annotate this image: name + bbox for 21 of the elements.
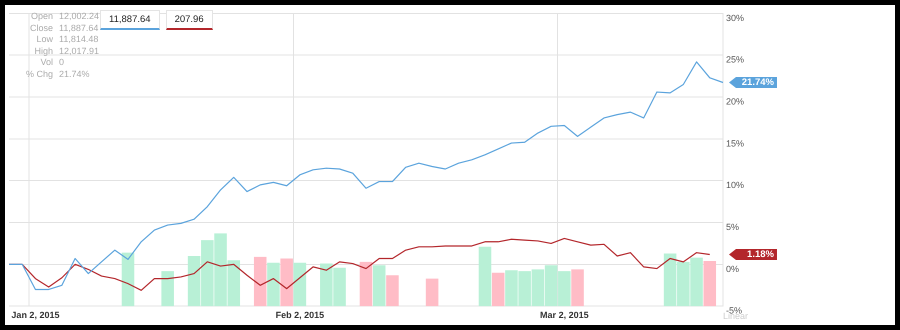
y-tick-label: 0% xyxy=(726,264,739,274)
annotation: % Chg 21.74% xyxy=(24,68,90,80)
annotation: Low 11,814.48 xyxy=(35,34,98,46)
text: Linear xyxy=(723,311,748,321)
y-tick-label: 20% xyxy=(726,96,744,107)
annotation: Vol 0 xyxy=(39,57,64,68)
x-tick-label: Mar 2, 2015 xyxy=(540,310,589,320)
x-tick-label: Jan 2, 2015 xyxy=(11,310,60,320)
y-tick-label: 30% xyxy=(726,12,744,23)
y-tick-label: 10% xyxy=(726,180,744,190)
annotation: High 12,017.91 xyxy=(33,46,100,57)
text: 21.74% xyxy=(742,77,775,88)
text: 1.18% xyxy=(747,249,775,260)
annotation: 207.96 xyxy=(166,10,213,30)
y-tick-label: 5% xyxy=(726,222,739,232)
y-tick-label: 25% xyxy=(726,54,744,65)
annotation: Open 12,002.24 xyxy=(30,11,100,22)
annotation: Close 11,887.64 xyxy=(28,22,98,34)
annotation: 11,887.64 xyxy=(100,10,160,30)
x-tick-label: Feb 2, 2015 xyxy=(276,310,324,320)
y-tick-label: 15% xyxy=(726,138,744,148)
